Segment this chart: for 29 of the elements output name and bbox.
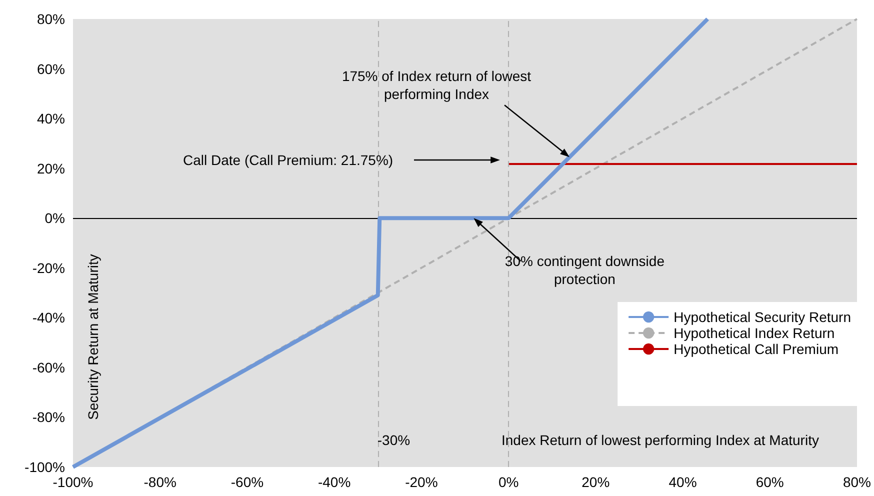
x-tick-label: 20% (582, 474, 610, 490)
x-axis-title: Index Return of lowest performing Index at Maturity (501, 431, 819, 449)
y-tick-label: 0% (44, 210, 65, 226)
y-tick-label: -100% (24, 459, 65, 475)
x-tick-label: -40% (318, 474, 351, 490)
y-axis-title: Security Return at Maturity (84, 254, 102, 420)
x-tick-label: -100% (52, 474, 94, 490)
y-tick-label: 20% (36, 160, 65, 176)
annotation: 175% of Index return of lowest performing Index (342, 67, 532, 104)
legend-label: Hypothetical Security Return (674, 309, 852, 325)
y-tick-label: -40% (32, 310, 65, 326)
x-tick-label: 0% (498, 474, 519, 490)
legend-label: Hypothetical Index Return (674, 325, 835, 341)
x-tick-label: -60% (230, 474, 264, 490)
y-tick-label: -80% (32, 409, 65, 426)
y-tick-label: -60% (32, 359, 65, 376)
x-tick-label: -20% (405, 474, 438, 490)
y-tick-label: -20% (32, 260, 65, 276)
x-tick-label: 80% (842, 474, 872, 490)
y-tick-label: 60% (36, 60, 65, 77)
annotation: Call Date (Call Premium: 21.75%) (183, 151, 394, 169)
x-tick-label: 60% (756, 474, 784, 490)
x-tick-label: -80% (144, 474, 176, 490)
x-tick-label: 40% (668, 474, 697, 490)
legend-label: Hypothetical Call Premium (674, 341, 839, 357)
y-tick-label: 80% (36, 11, 65, 27)
annotation: 30% contingent downside protection (504, 252, 666, 288)
y-tick-label: 40% (36, 110, 65, 127)
ref-line-label: -30% (377, 431, 410, 449)
